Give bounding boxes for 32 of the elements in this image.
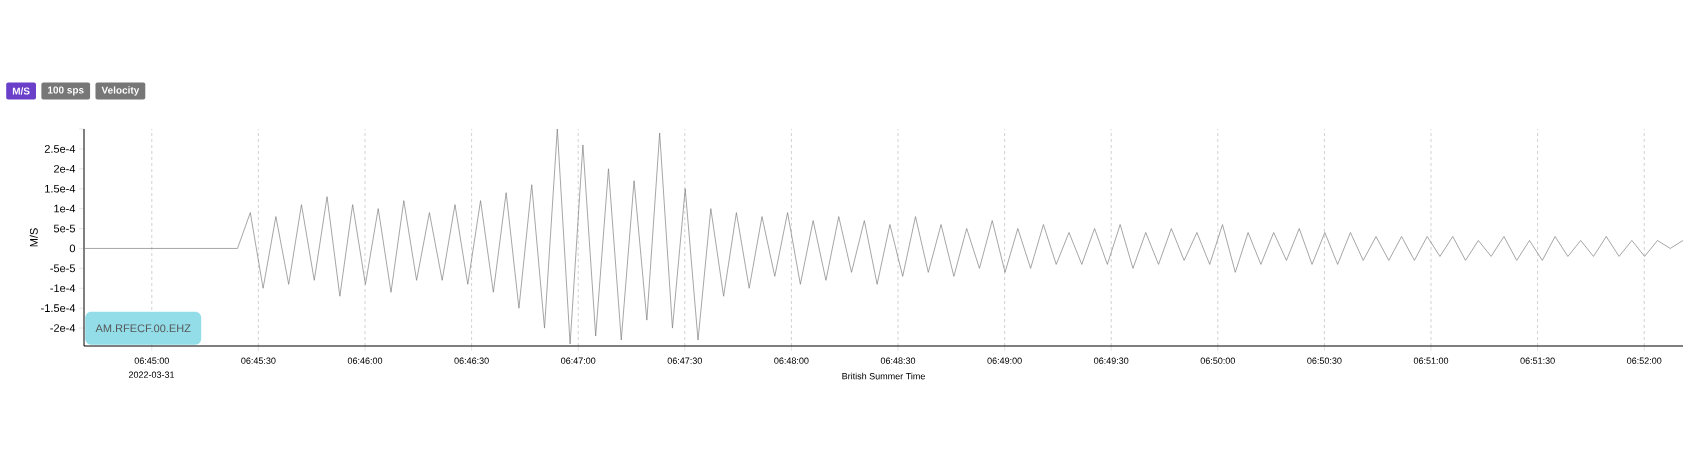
x-tick-label: 06:45:30 bbox=[241, 357, 276, 364]
y-tick-label: 2e-4 bbox=[54, 164, 76, 173]
annotation: AM.RFECF.00.EHZ bbox=[95, 324, 191, 333]
x-tick-label: 06:45:00 bbox=[134, 357, 169, 364]
text: 100 sps bbox=[48, 86, 84, 96]
x-tick-label: 06:50:00 bbox=[1200, 357, 1235, 364]
x-tick-label: 06:48:30 bbox=[880, 357, 916, 364]
x-tick-label: 06:46:30 bbox=[454, 357, 489, 364]
y-tick-label: -1.5e-4 bbox=[41, 304, 76, 313]
x-tick-label: 06:49:30 bbox=[1094, 357, 1129, 364]
y-tick-label: 2.5e-4 bbox=[44, 145, 76, 153]
x-tick-label: 06:51:30 bbox=[1520, 357, 1555, 364]
text: Velocity bbox=[101, 86, 140, 96]
y-tick-label: 0 bbox=[69, 244, 76, 253]
text: 2022-03-31 bbox=[128, 371, 175, 378]
y-tick-label: -1e-4 bbox=[50, 284, 76, 293]
y-tick-label: -2e-4 bbox=[50, 324, 76, 332]
x-tick-label: 06:49:00 bbox=[987, 357, 1022, 364]
x-tick-label: 06:47:00 bbox=[561, 357, 596, 364]
x-tick-label: 06:46:00 bbox=[347, 357, 383, 364]
x-tick-label: 06:51:00 bbox=[1413, 357, 1449, 364]
y-tick-label: -5e-5 bbox=[50, 264, 75, 273]
x-tick-label: 06:52:00 bbox=[1627, 357, 1662, 364]
y-axis-title: M/S bbox=[29, 228, 38, 247]
x-tick-label: 06:50:30 bbox=[1307, 357, 1342, 364]
text: M/S bbox=[12, 87, 30, 95]
x-tick-label: 06:48:00 bbox=[774, 357, 809, 364]
y-tick-label: 1e-4 bbox=[54, 204, 76, 213]
x-tick-label: 06:47:30 bbox=[667, 357, 702, 364]
y-tick-label: 1.5e-4 bbox=[45, 184, 76, 193]
y-tick-label: 5e-5 bbox=[53, 224, 75, 233]
x-axis-title: British Summer Time bbox=[842, 372, 925, 380]
